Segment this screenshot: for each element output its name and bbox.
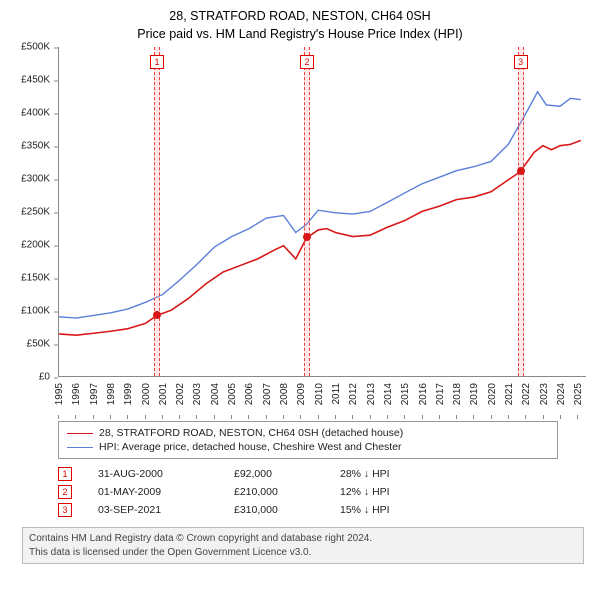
sale-marker-2: 2: [300, 55, 314, 69]
x-tick-mark: [318, 415, 319, 419]
sale-band: [154, 47, 160, 376]
legend-label-price-paid: 28, STRATFORD ROAD, NESTON, CH64 0SH (de…: [99, 427, 403, 439]
x-tick-mark: [93, 415, 94, 419]
x-tick-mark: [179, 415, 180, 419]
x-tick-mark: [560, 415, 561, 419]
x-tick-mark: [248, 415, 249, 419]
sale-num-box: 3: [58, 503, 72, 517]
plot-region: 1 2 3: [58, 47, 586, 377]
x-tick-mark: [266, 415, 267, 419]
y-tick-label: £200K: [10, 240, 54, 251]
attribution-line-1: Contains HM Land Registry data © Crown c…: [29, 532, 577, 546]
y-tick-label: £400K: [10, 108, 54, 119]
x-tick-mark: [335, 415, 336, 419]
legend-label-hpi: HPI: Average price, detached house, Ches…: [99, 441, 402, 453]
sale-price: £92,000: [234, 468, 314, 480]
legend-row-hpi: HPI: Average price, detached house, Ches…: [67, 440, 549, 454]
title-line-1: 28, STRATFORD ROAD, NESTON, CH64 0SH: [10, 8, 590, 26]
sale-band: [518, 47, 524, 376]
chart-container: 28, STRATFORD ROAD, NESTON, CH64 0SH Pri…: [0, 0, 600, 590]
x-tick-mark: [439, 415, 440, 419]
y-tick-label: £500K: [10, 42, 54, 53]
x-tick-mark: [456, 415, 457, 419]
y-tick-label: £0: [10, 372, 54, 383]
x-tick-label: 2025: [573, 383, 600, 405]
legend-swatch-hpi: [67, 447, 93, 448]
x-tick-mark: [491, 415, 492, 419]
sale-row-3: 3 03-SEP-2021 £310,000 15% ↓ HPI: [58, 501, 558, 519]
legend: 28, STRATFORD ROAD, NESTON, CH64 0SH (de…: [58, 421, 558, 459]
y-tick-label: £50K: [10, 339, 54, 350]
y-tick-label: £150K: [10, 273, 54, 284]
x-tick-mark: [214, 415, 215, 419]
x-tick-mark: [543, 415, 544, 419]
y-tick-label: £250K: [10, 207, 54, 218]
line-svg: [59, 47, 586, 376]
sale-date: 03-SEP-2021: [98, 504, 208, 516]
y-tick-label: £100K: [10, 306, 54, 317]
title-block: 28, STRATFORD ROAD, NESTON, CH64 0SH Pri…: [10, 8, 590, 43]
series-line-hpi: [59, 92, 581, 318]
x-tick-mark: [162, 415, 163, 419]
sale-num-box: 2: [58, 485, 72, 499]
sale-row-1: 1 31-AUG-2000 £92,000 28% ↓ HPI: [58, 465, 558, 483]
x-tick-mark: [127, 415, 128, 419]
chart-area: £0£50K£100K£150K£200K£250K£300K£350K£400…: [10, 47, 590, 377]
legend-row-price-paid: 28, STRATFORD ROAD, NESTON, CH64 0SH (de…: [67, 426, 549, 440]
sale-marker-3: 3: [514, 55, 528, 69]
x-tick-mark: [422, 415, 423, 419]
x-tick-mark: [525, 415, 526, 419]
x-tick-mark: [58, 415, 59, 419]
sale-band: [304, 47, 310, 376]
attribution-box: Contains HM Land Registry data © Crown c…: [22, 527, 584, 564]
x-axis-ticks: 1995199619971998199920002001200220032004…: [58, 377, 586, 415]
x-tick-mark: [352, 415, 353, 419]
attribution-line-2: This data is licensed under the Open Gov…: [29, 546, 577, 560]
sale-diff: 15% ↓ HPI: [340, 504, 390, 516]
legend-swatch-price-paid: [67, 433, 93, 434]
x-tick-mark: [370, 415, 371, 419]
x-tick-mark: [577, 415, 578, 419]
sales-table: 1 31-AUG-2000 £92,000 28% ↓ HPI 2 01-MAY-2009…: [58, 465, 558, 519]
x-tick-mark: [508, 415, 509, 419]
sale-diff: 12% ↓ HPI: [340, 486, 390, 498]
x-tick-mark: [145, 415, 146, 419]
sale-row-2: 2 01-MAY-2009 £210,000 12% ↓ HPI: [58, 483, 558, 501]
x-tick-mark: [404, 415, 405, 419]
sale-point-3: [517, 167, 525, 175]
sale-point-1: [153, 311, 161, 319]
sale-point-2: [303, 233, 311, 241]
y-tick-label: £300K: [10, 174, 54, 185]
x-tick-mark: [231, 415, 232, 419]
sale-price: £210,000: [234, 486, 314, 498]
x-tick-mark: [75, 415, 76, 419]
sale-date: 01-MAY-2009: [98, 486, 208, 498]
x-tick-mark: [387, 415, 388, 419]
x-tick-mark: [300, 415, 301, 419]
x-tick-mark: [283, 415, 284, 419]
x-tick-mark: [196, 415, 197, 419]
sale-date: 31-AUG-2000: [98, 468, 208, 480]
y-tick-label: £450K: [10, 75, 54, 86]
x-tick-mark: [110, 415, 111, 419]
sale-price: £310,000: [234, 504, 314, 516]
sale-diff: 28% ↓ HPI: [340, 468, 390, 480]
x-tick-mark: [473, 415, 474, 419]
sale-num-box: 1: [58, 467, 72, 481]
y-tick-label: £350K: [10, 141, 54, 152]
sale-marker-1: 1: [150, 55, 164, 69]
title-line-2: Price paid vs. HM Land Registry's House …: [10, 26, 590, 44]
